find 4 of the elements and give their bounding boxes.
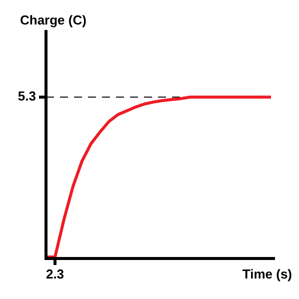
text: 5.3	[18, 88, 36, 104]
text: 2.3	[46, 266, 64, 282]
x-axis-title: Time (s)	[242, 266, 292, 282]
text: Charge (C)	[20, 12, 86, 28]
